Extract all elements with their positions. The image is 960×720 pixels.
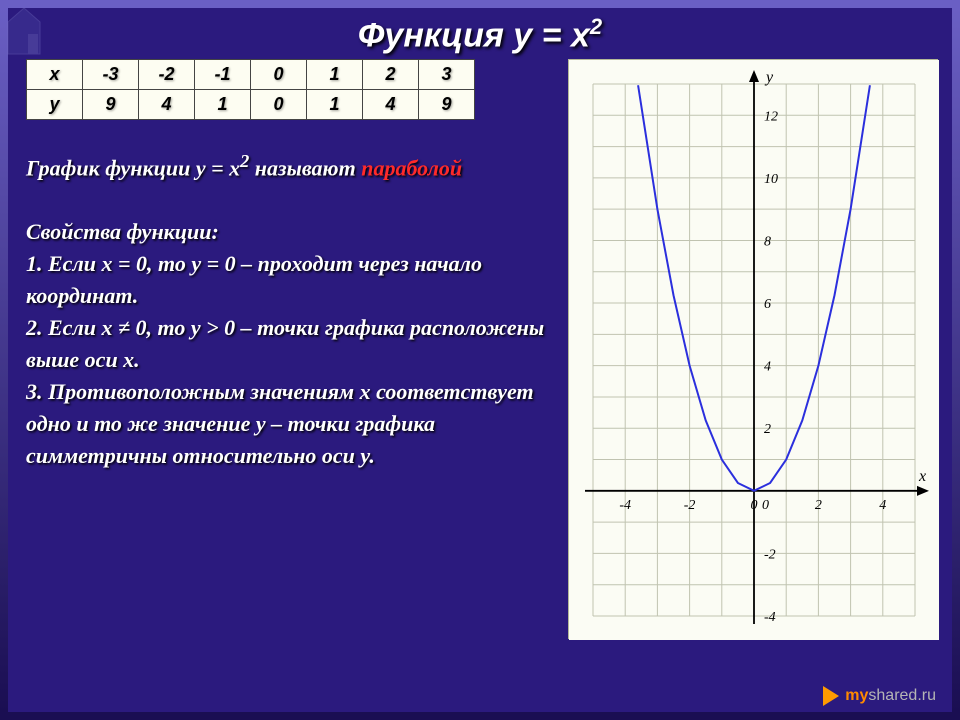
property-1: 1. Если x = 0, то y = 0 – проходит через…: [26, 248, 554, 312]
svg-text:4: 4: [879, 498, 886, 513]
row-header-y: y: [27, 90, 83, 120]
svg-text:8: 8: [764, 235, 771, 250]
page-title: Функция y = x2: [8, 8, 952, 59]
table-row: y 9 4 1 0 1 4 9: [27, 90, 475, 120]
text-part: График функции y = x: [26, 156, 240, 181]
row-header-x: x: [27, 60, 83, 90]
cell: 9: [419, 90, 475, 120]
corner-decoration: [4, 4, 74, 60]
cell: 2: [363, 60, 419, 90]
graph-name-line: График функции y = x2 называют параболой: [26, 148, 554, 184]
svg-text:2: 2: [815, 498, 822, 513]
svg-text:-2: -2: [684, 498, 696, 513]
cell: 3: [419, 60, 475, 90]
brand-my: my: [845, 687, 868, 704]
svg-text:4: 4: [764, 360, 771, 375]
description-block: График функции y = x2 называют параболой…: [26, 148, 554, 471]
cell: 1: [307, 60, 363, 90]
svg-text:0: 0: [762, 498, 769, 513]
svg-text:y: y: [764, 69, 774, 86]
svg-text:10: 10: [764, 172, 778, 187]
value-table: x -3 -2 -1 0 1 2 3 y 9 4 1 0 1 4 9: [26, 59, 475, 120]
cell: -2: [139, 60, 195, 90]
cell: 9: [83, 90, 139, 120]
cell: 0: [251, 90, 307, 120]
chart-parabola: -4 -2 0 2 4 -4 -2 2 4 6 8 10 12 0 y x: [568, 59, 938, 639]
property-2: 2. Если x ≠ 0, то y > 0 – точки графика …: [26, 312, 554, 376]
properties-title: Свойства функции:: [26, 216, 554, 248]
brand-rest: shared.ru: [868, 687, 936, 704]
text-part: называют: [249, 156, 361, 181]
svg-text:6: 6: [764, 297, 771, 312]
svg-text:12: 12: [764, 110, 778, 125]
svg-text:x: x: [918, 468, 926, 485]
cell: -3: [83, 60, 139, 90]
play-icon: [823, 686, 839, 706]
text-exp: 2: [240, 151, 249, 171]
property-3: 3. Противоположным значениям x соответст…: [26, 376, 554, 472]
cell: 4: [139, 90, 195, 120]
table-row: x -3 -2 -1 0 1 2 3: [27, 60, 475, 90]
svg-text:-4: -4: [619, 498, 631, 513]
footer-brand: myshared.ru: [823, 686, 936, 706]
cell: 4: [363, 90, 419, 120]
title-exp: 2: [590, 14, 602, 39]
cell: 1: [307, 90, 363, 120]
cell: 0: [251, 60, 307, 90]
cell: 1: [195, 90, 251, 120]
cell: -1: [195, 60, 251, 90]
svg-text:-2: -2: [764, 548, 776, 563]
title-base: Функция y = x: [358, 16, 590, 54]
svg-text:-4: -4: [764, 610, 776, 625]
text-highlight: параболой: [361, 156, 462, 181]
svg-text:0: 0: [751, 498, 758, 513]
svg-text:2: 2: [764, 423, 771, 438]
